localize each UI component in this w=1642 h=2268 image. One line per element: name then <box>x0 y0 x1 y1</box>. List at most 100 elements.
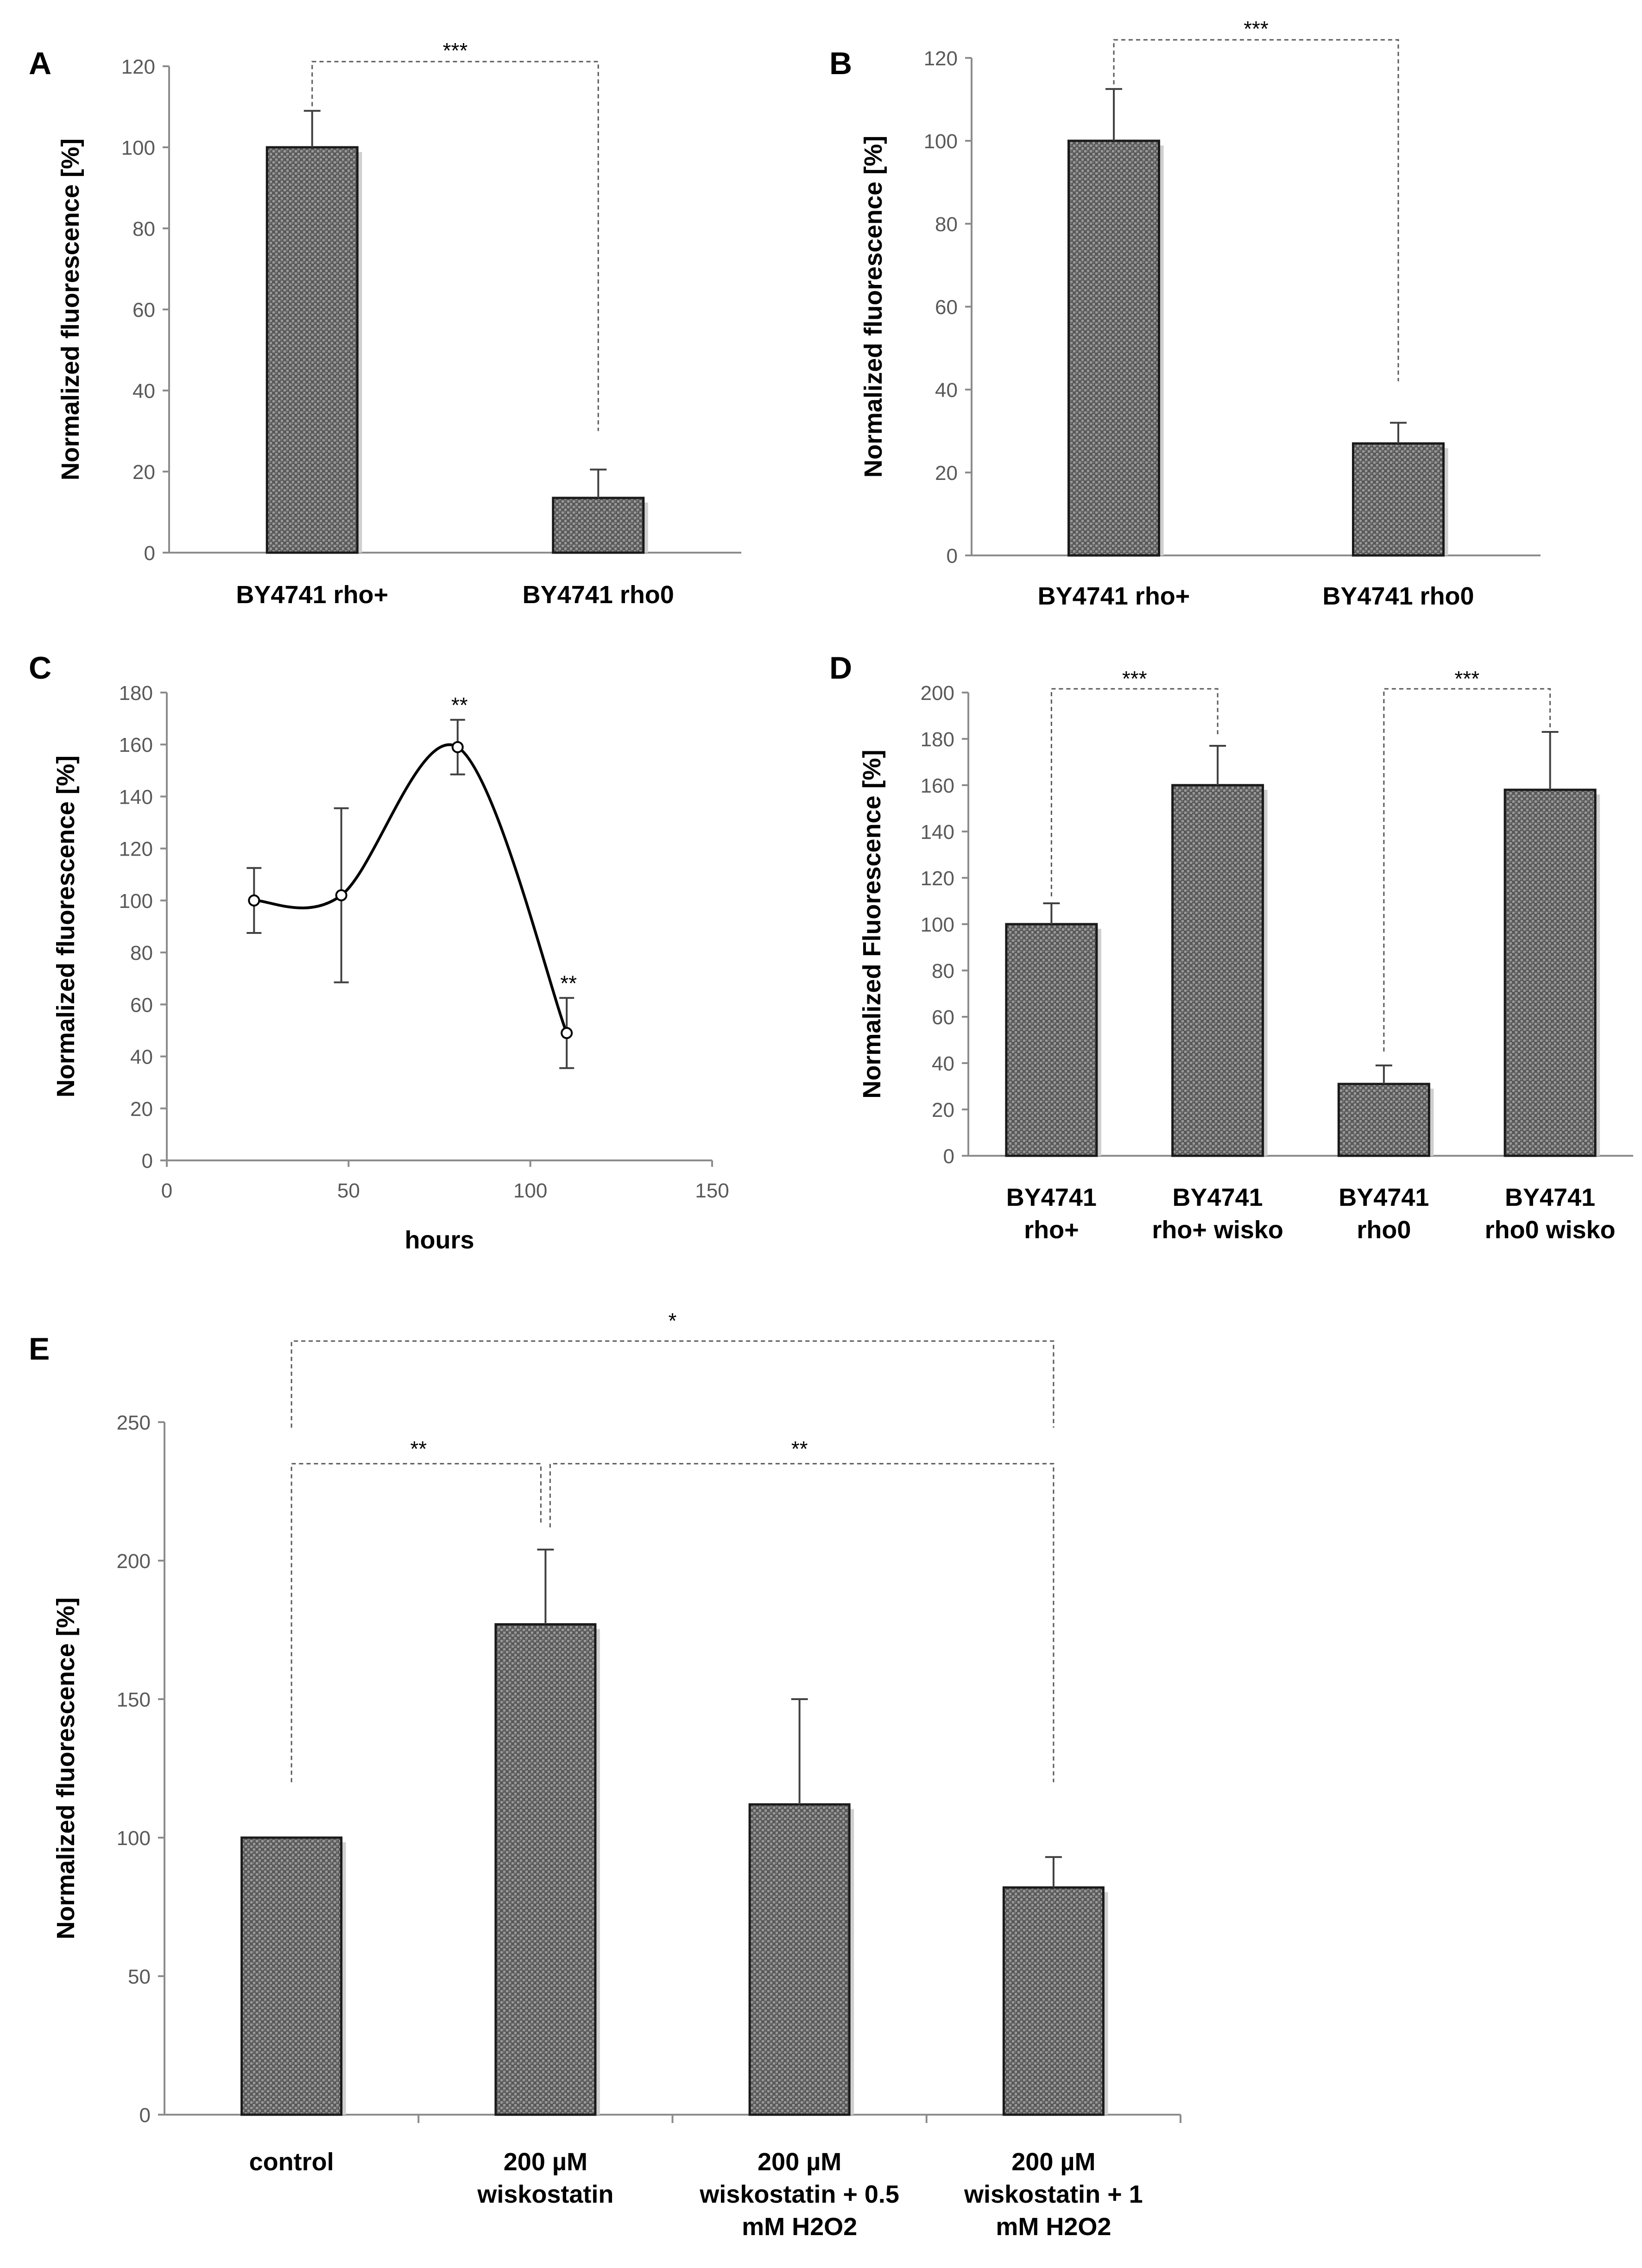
y-tick-label-E: 250 <box>117 1411 151 1434</box>
category-label-E: mM H2O2 <box>996 2213 1111 2241</box>
y-tick-label-D: 140 <box>921 821 954 844</box>
significance-label-D-2: *** <box>1454 667 1479 691</box>
y-tick-label-B: 60 <box>935 296 958 319</box>
y-tick-label-B: 20 <box>935 462 958 485</box>
y-tick-label-C: 180 <box>119 682 153 705</box>
y-tick-label-A: 80 <box>133 218 155 240</box>
bar-D-0 <box>1005 923 1098 1157</box>
y-tick-label-E: 0 <box>139 2104 151 2127</box>
x-tick-label-C: 0 <box>161 1179 172 1202</box>
category-label-B: BY4741 rho0 <box>1322 582 1474 610</box>
significance-label-E-1: * <box>669 1309 677 1333</box>
y-tick-label-B: 0 <box>947 545 958 567</box>
significance-bracket-B <box>1113 39 1399 382</box>
chart-D: D 0 20 40 60 80 100 120 140 160 180 200 Normalized F… <box>829 650 1633 1244</box>
y-tick-label-D: 0 <box>943 1145 954 1168</box>
chart-A: A 0 20 40 60 80 100 120 Normalized fluorescence … <box>29 38 741 609</box>
significance-label-B: *** <box>1244 17 1269 41</box>
y-tick-label-C: 120 <box>119 838 153 861</box>
category-label-D: rho0 <box>1357 1216 1411 1244</box>
significance-bracket-E-1 <box>291 1340 1055 1428</box>
panel-label-A: A <box>29 46 51 81</box>
y-tick-label-D: 60 <box>932 1006 954 1029</box>
y-axis-label-C: Normalized fluorescence [%] <box>52 756 80 1097</box>
x-axis-label-C: hours <box>404 1226 474 1254</box>
y-tick-label-C: 40 <box>130 1046 153 1069</box>
significance-bracket-D-2 <box>1383 688 1551 1052</box>
y-tick-label-E: 100 <box>117 1827 151 1850</box>
significance-bracket-D-1 <box>1050 688 1219 896</box>
bar-B-1 <box>1352 442 1445 557</box>
data-point-C-2 <box>451 741 464 753</box>
bar-E-2 <box>748 1803 851 2116</box>
y-tick-label-A: 120 <box>121 56 155 78</box>
bar-E-0 <box>240 1836 343 2116</box>
significance-bracket-E-3 <box>549 1463 1055 1783</box>
category-label-E: wiskostatin <box>477 2180 613 2208</box>
category-label-D: rho0 wisko <box>1485 1216 1616 1244</box>
y-tick-label-D: 200 <box>921 682 954 705</box>
category-label-E: control <box>249 2148 334 2176</box>
y-tick-label-B: 120 <box>924 47 958 70</box>
category-label-E: wiskostatin + 1 <box>964 2180 1143 2208</box>
significance-label-A: *** <box>443 38 468 63</box>
x-tick-label-C: 100 <box>513 1179 547 1202</box>
bar-E-1 <box>494 1623 597 2116</box>
category-label-D: rho+ wisko <box>1152 1216 1283 1244</box>
y-tick-label-D: 120 <box>921 867 954 890</box>
data-point-C-1 <box>335 889 347 901</box>
chart-B: B 0 20 40 60 80 100 120 Normalized fluorescence … <box>829 17 1541 610</box>
category-label-E: mM H2O2 <box>742 2213 857 2241</box>
significance-label-C-2: ** <box>451 693 468 717</box>
y-tick-label-B: 80 <box>935 213 958 236</box>
bar-A-1 <box>552 497 645 554</box>
panel-label-D: D <box>829 650 852 686</box>
chart-C: C 0 20 40 60 80 100 120 140 160 180 Normalized fluo… <box>29 650 729 1254</box>
y-tick-label-C: 20 <box>130 1098 153 1121</box>
y-tick-label-C: 100 <box>119 890 153 913</box>
bar-B-0 <box>1067 139 1160 557</box>
y-tick-label-D: 40 <box>932 1052 954 1075</box>
bar-D-1 <box>1171 784 1264 1157</box>
category-label-A: BY4741 rho0 <box>523 581 674 609</box>
bar-A-0 <box>265 146 359 554</box>
category-label-E: 200 µM <box>1011 2148 1095 2176</box>
category-label-A: BY4741 rho+ <box>236 581 388 609</box>
y-tick-label-A: 100 <box>121 137 155 159</box>
y-axis-label-E: Normalized fluorescence [%] <box>52 1597 80 1939</box>
y-axis-label-D: Normalized Fluorescence [%] <box>858 750 886 1098</box>
series-line-C <box>254 743 568 1034</box>
significance-bracket-A <box>311 61 599 431</box>
y-tick-label-D: 100 <box>921 914 954 936</box>
y-tick-label-E: 200 <box>117 1550 151 1573</box>
x-tick-label-C: 150 <box>695 1179 729 1202</box>
x-tick-label-C: 50 <box>337 1179 360 1202</box>
y-tick-label-A: 0 <box>144 542 155 565</box>
y-tick-label-A: 20 <box>133 461 155 484</box>
panel-label-E: E <box>29 1331 50 1367</box>
category-label-E: wiskostatin + 0.5 <box>699 2180 899 2208</box>
y-tick-label-A: 60 <box>133 299 155 321</box>
y-tick-label-C: 160 <box>119 734 153 756</box>
significance-label-E-2: ** <box>410 1437 427 1461</box>
y-tick-label-B: 100 <box>924 130 958 153</box>
y-tick-label-C: 60 <box>130 994 153 1016</box>
bar-E-3 <box>1002 1886 1105 2116</box>
bar-D-2 <box>1337 1083 1430 1157</box>
chart-E: E 0 50 100 150 200 250 Normalized fluorescence … <box>29 1309 1181 2241</box>
y-tick-label-D: 160 <box>921 775 954 797</box>
significance-label-C-3: ** <box>560 971 577 995</box>
category-label-E: 200 µM <box>758 2148 841 2176</box>
category-label-E: 200 µM <box>504 2148 587 2176</box>
y-tick-label-B: 40 <box>935 379 958 402</box>
y-tick-label-D: 80 <box>932 960 954 983</box>
panel-label-B: B <box>829 46 852 81</box>
category-label-B: BY4741 rho+ <box>1038 582 1190 610</box>
y-tick-label-D: 180 <box>921 728 954 751</box>
y-tick-label-A: 40 <box>133 380 155 403</box>
significance-bracket-E-2 <box>291 1463 542 1783</box>
y-axis-label-B: Normalized fluorescence [%] <box>859 136 887 478</box>
significance-label-E-3: ** <box>791 1437 808 1461</box>
category-label-D: BY4741 <box>1505 1184 1595 1211</box>
